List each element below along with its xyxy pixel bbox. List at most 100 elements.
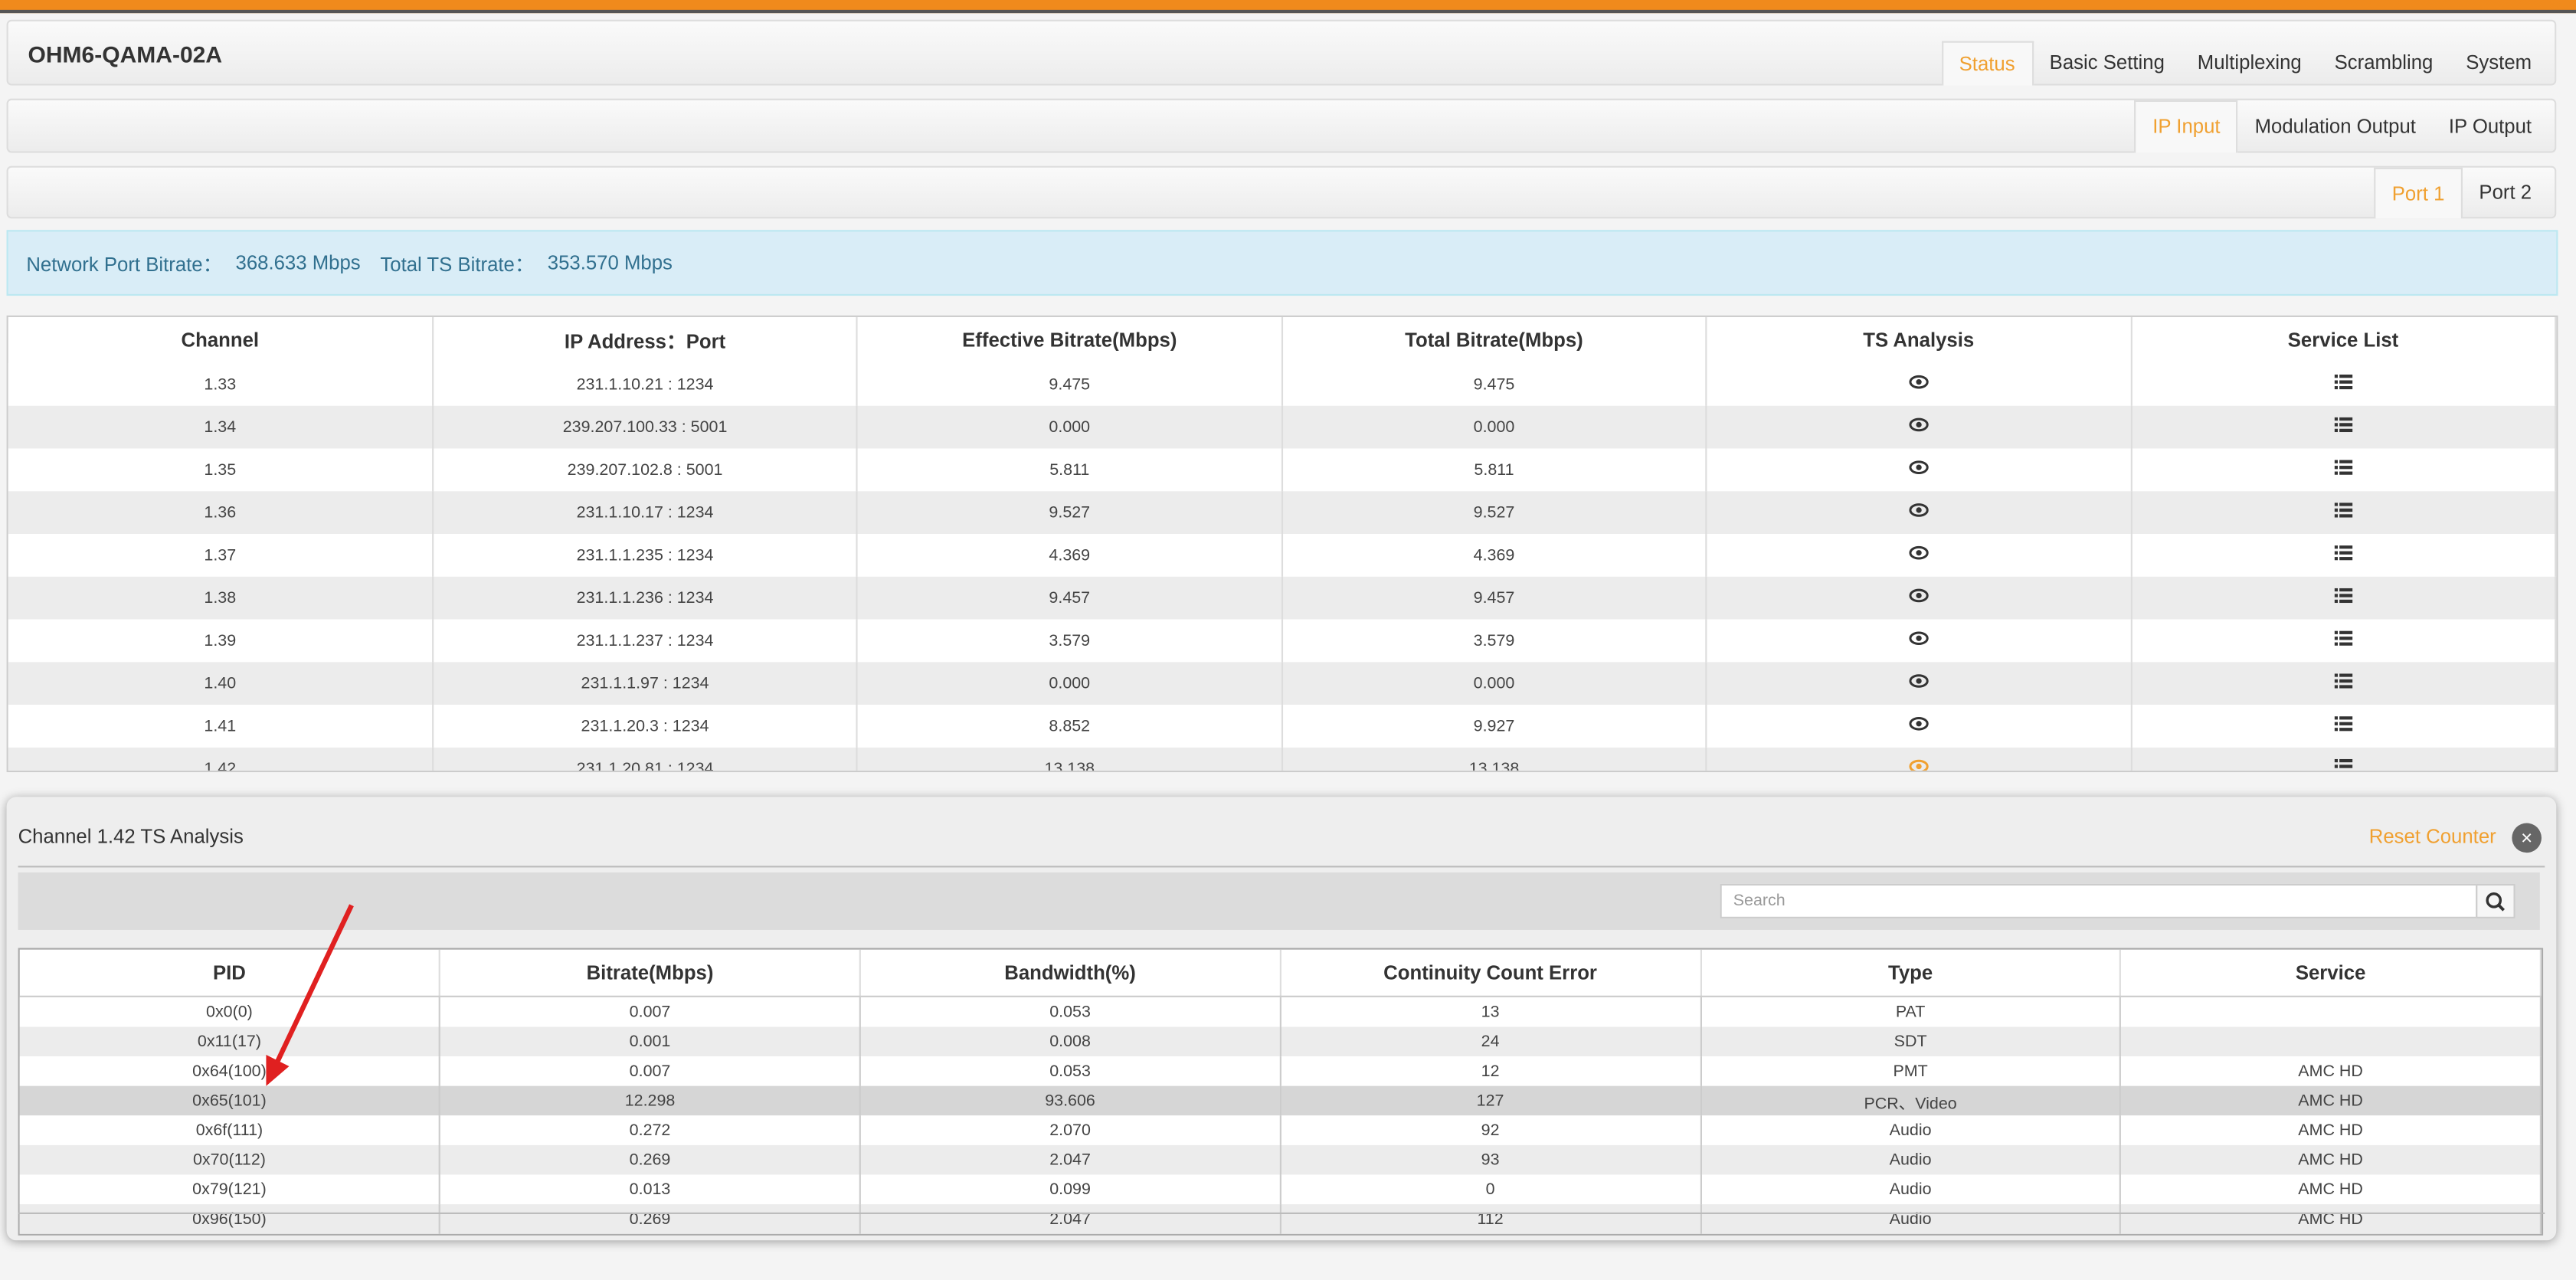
tab[interactable]: Port 1	[2374, 166, 2463, 218]
tab[interactable]: System	[2466, 51, 2532, 74]
tab[interactable]: Port 2	[2479, 180, 2532, 204]
analysis-table: PID Bitrate(Mbps) Bandwidth(%) Continuity C…	[19, 949, 2542, 1234]
cell: 231.1.10.21 : 1234	[432, 362, 859, 406]
cell: 231.1.20.81 : 1234	[432, 747, 859, 771]
cell: 0.000	[857, 662, 1283, 705]
tab[interactable]: IP Input	[2134, 99, 2239, 152]
search-input[interactable]: Search	[1720, 883, 2478, 918]
column-header: Effective Bitrate(Mbps)	[857, 316, 1283, 363]
cell: 13.138	[1281, 747, 1707, 771]
tab[interactable]: Status	[1941, 40, 2034, 85]
pid-row: 0x6f(111) 0.272 2.070 92 Audio AMC HD	[19, 1115, 2542, 1145]
service-list-icon[interactable]	[2130, 619, 2557, 663]
close-button[interactable]: ×	[2512, 823, 2542, 853]
channel-row: 1.38 231.1.1.236 : 1234 9.457 9.457	[8, 576, 2557, 620]
main-tabs: Status Basic Setting Multiplexing Scramblin…	[1941, 40, 2548, 85]
service-list-icon[interactable]	[2130, 491, 2557, 535]
tab[interactable]: Scrambling	[2334, 51, 2434, 74]
ts-analysis-icon[interactable]	[1706, 405, 2132, 449]
cell: Audio	[1700, 1174, 2122, 1205]
reset-counter[interactable]: Reset Counter	[2368, 824, 2496, 848]
cell: 1.35	[8, 448, 434, 492]
cell: 1.42	[8, 747, 434, 771]
search-button[interactable]	[2476, 883, 2515, 918]
cell	[2120, 996, 2542, 1027]
service-list-icon[interactable]	[2130, 662, 2557, 705]
cell: 2.047	[859, 1144, 1281, 1175]
column-header: IP Address：Port	[432, 316, 859, 363]
analysis-table-box: PID Bitrate(Mbps) Bandwidth(%) Continuity C…	[18, 948, 2544, 1236]
channel-row: 1.37 231.1.1.235 : 1234 4.369 4.369	[8, 534, 2557, 577]
cell: 13.138	[857, 747, 1283, 771]
info-label: Total TS Bitrate：	[380, 252, 535, 276]
service-list-icon[interactable]	[2130, 405, 2557, 449]
cell: PMT	[1700, 1056, 2122, 1086]
channel-row: 1.41 231.1.20.3 : 1234 8.852 9.927	[8, 705, 2557, 748]
service-list-icon[interactable]	[2130, 448, 2557, 492]
cell: 2.047	[859, 1204, 1281, 1234]
cell: AMC HD	[2120, 1204, 2542, 1234]
cell: 231.1.1.235 : 1234	[432, 534, 859, 577]
info-value: 353.570 Mbps	[547, 251, 673, 275]
ts-analysis-icon[interactable]	[1706, 362, 2132, 406]
cell: 0.007	[440, 996, 861, 1027]
ts-analysis-icon[interactable]	[1706, 747, 2132, 771]
ts-analysis-icon[interactable]	[1706, 619, 2132, 663]
cell: 1.36	[8, 491, 434, 535]
cell: 12.298	[440, 1085, 861, 1116]
cell: Audio	[1700, 1144, 2122, 1175]
column-header: Service	[2120, 949, 2542, 997]
tab[interactable]: Multiplexing	[2197, 51, 2302, 74]
sub-tabs: IP Input Modulation Output IP Output	[2134, 99, 2548, 152]
tab[interactable]: Modulation Output	[2254, 114, 2416, 138]
divider	[18, 866, 2545, 868]
divider	[18, 1212, 2545, 1214]
ts-analysis-icon[interactable]	[1706, 491, 2132, 535]
cell: 127	[1280, 1085, 1701, 1116]
column-header: PID	[19, 949, 441, 997]
cell: 1.41	[8, 705, 434, 748]
cell: 231.1.1.236 : 1234	[432, 576, 859, 620]
pid-row: 0x0(0) 0.007 0.053 13 PAT	[19, 996, 2542, 1027]
cell: 9.527	[1281, 491, 1707, 535]
ts-analysis-icon[interactable]	[1706, 534, 2132, 577]
cell: 0.007	[440, 1056, 861, 1086]
cell: 9.457	[1281, 576, 1707, 620]
cell	[2120, 1026, 2542, 1057]
cell: 1.34	[8, 405, 434, 449]
pid-row: 0x11(17) 0.001 0.008 24 SDT	[19, 1026, 2542, 1057]
cell: 9.927	[1281, 705, 1707, 748]
tab[interactable]: Basic Setting	[2049, 51, 2165, 74]
tab[interactable]: IP Output	[2448, 114, 2532, 138]
service-list-icon[interactable]	[2130, 747, 2557, 771]
cell: 0.000	[1281, 405, 1707, 449]
cell: 112	[1280, 1204, 1701, 1234]
ts-analysis-icon[interactable]	[1706, 448, 2132, 492]
cell: 0x0(0)	[19, 996, 441, 1027]
cell: 9.475	[1281, 362, 1707, 406]
service-list-icon[interactable]	[2130, 534, 2557, 577]
info-label: Network Port Bitrate：	[26, 252, 223, 276]
channel-row: 1.39 231.1.1.237 : 1234 3.579 3.579	[8, 619, 2557, 663]
device-title: OHM6-QAMA-02A	[28, 41, 223, 67]
cell: 0x96(150)	[19, 1204, 441, 1234]
ts-analysis-icon[interactable]	[1706, 662, 2132, 705]
cell: 4.369	[857, 534, 1283, 577]
cell: 0.000	[857, 405, 1283, 449]
channel-row: 1.33 231.1.10.21 : 1234 9.475 9.475	[8, 362, 2557, 406]
column-header: Service List	[2130, 316, 2557, 363]
service-list-icon[interactable]	[2130, 362, 2557, 406]
ts-analysis-icon[interactable]	[1706, 576, 2132, 620]
column-header: Bandwidth(%)	[859, 949, 1281, 997]
cell: 0x70(112)	[19, 1144, 441, 1175]
service-list-icon[interactable]	[2130, 705, 2557, 748]
column-header: Channel	[8, 316, 434, 363]
cell: 3.579	[1281, 619, 1707, 663]
ts-analysis-icon[interactable]	[1706, 705, 2132, 748]
cell: 0.053	[859, 996, 1281, 1027]
cell: 0x11(17)	[19, 1026, 441, 1057]
port-tabs: Port 1 Port 2	[2374, 166, 2548, 218]
service-list-icon[interactable]	[2130, 576, 2557, 620]
cell: Audio	[1700, 1115, 2122, 1145]
cell: 0x65(101)	[19, 1085, 441, 1116]
